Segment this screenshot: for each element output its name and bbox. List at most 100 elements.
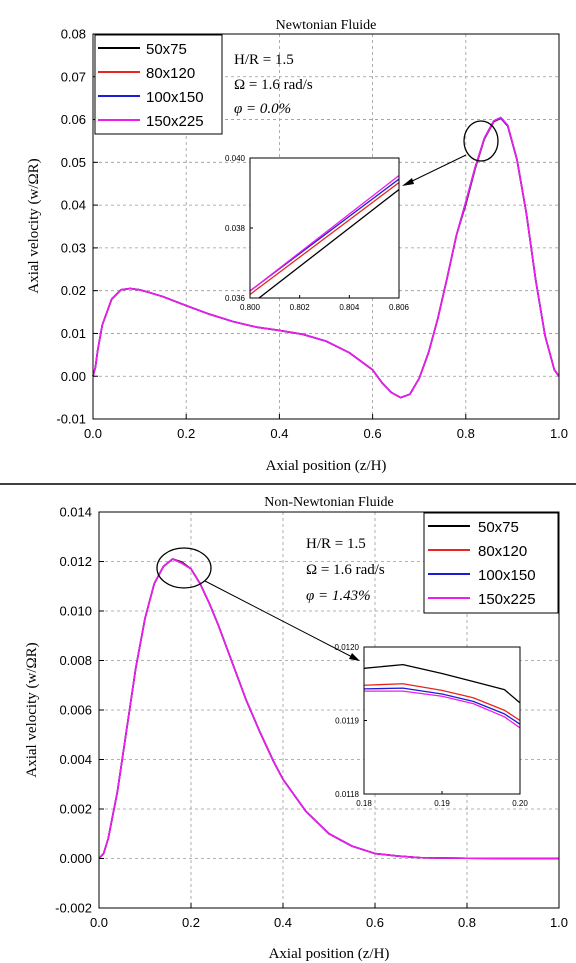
chart-2-inset-x-tick-label: 0.20	[512, 799, 528, 808]
chart-1-inset-y-tick-label: 0.040	[225, 154, 246, 163]
chart-2-zoom-arrowhead	[349, 653, 360, 661]
chart-2-y-tick-label: 0.004	[59, 752, 92, 767]
chart-2-inset: 0.18 0.19 0.20 0.0118 0.0119 0.0120	[335, 643, 529, 808]
chart-2-inset-background	[364, 647, 520, 794]
chart-2-y-tick-label: 0.012	[59, 554, 92, 569]
chart-2-x-tick-label: 0.2	[182, 915, 200, 930]
chart-1-inset-series-line-3	[250, 174, 399, 292]
chart-1-series-line-3	[92, 116, 560, 399]
chart-2-x-tick-label: 1.0	[550, 915, 568, 930]
chart-1-legend-box	[94, 34, 223, 135]
chart-1-inset-x-tick-label: 0.802	[290, 303, 311, 312]
chart-2-inset-ticks	[363, 646, 521, 795]
chart-2-legend: 50x75 80x120 100x150 150x225	[423, 512, 559, 614]
chart-1-annotation-phi: φ = 0.0%	[234, 101, 291, 117]
chart-1-inset-series-lines	[250, 174, 399, 298]
chart-1-y-tick-label: -0.01	[56, 412, 86, 427]
chart-1-inset-tick-labels: 0.800 0.802 0.804 0.806 0.036 0.038 0.040	[225, 154, 410, 312]
chart-1-inset: 0.800 0.802 0.804 0.806 0.036 0.038 0.040	[225, 154, 410, 312]
chart-1-inset-y-tick-label: 0.038	[225, 224, 246, 233]
chart-2-x-tick-label: 0.8	[458, 915, 476, 930]
chart-2-inset-y-tick-label: 0.0120	[335, 643, 360, 652]
chart-1-annotation-omega: Ω = 1.6 rad/s	[234, 77, 313, 93]
chart-2-y-tick-label: 0.014	[59, 505, 92, 520]
chart-2-x-tick-label: 0.6	[366, 915, 384, 930]
chart-1-y-tick-label: 0.06	[61, 112, 86, 127]
chart-1-legend-label-1: 80x120	[146, 65, 195, 82]
chart-1-zoom-arrowhead	[402, 178, 414, 186]
chart-1-series-lines	[92, 116, 560, 399]
chart-1-x-axis-label: Axial position (z/H)	[266, 458, 387, 474]
chart-1-inset-x-tick-label: 0.804	[339, 303, 360, 312]
chart-1-y-tick-label: 0.04	[61, 198, 86, 213]
chart-2-legend-label-1: 80x120	[478, 543, 527, 560]
chart-2-inset-series-line-2	[364, 687, 520, 725]
chart-2-series-line-3	[98, 558, 559, 860]
chart-1-legend-label-3: 150x225	[146, 113, 204, 130]
chart-2: 0.0 0.2 0.4 0.6 0.8 1.0 -0.002 0.000 0.002 0.004 0…	[24, 495, 568, 962]
chart-1-y-tick-label: 0.08	[61, 27, 86, 42]
chart-1-plot-frame	[92, 33, 560, 420]
chart-1-inset-x-tick-label: 0.806	[389, 303, 410, 312]
chart-1-zoom-highlight-ellipse	[463, 120, 499, 162]
chart-2-legend-label-0: 50x75	[478, 519, 519, 536]
chart-2-inset-series-line-0	[364, 663, 520, 704]
chart-2-inset-x-tick-label: 0.19	[434, 799, 450, 808]
chart-1-inset-series-line-0	[257, 188, 399, 298]
chart-2-inset-y-tick-label: 0.0119	[335, 716, 359, 725]
chart-2-y-tick-label: 0.000	[59, 851, 92, 866]
chart-2-inset-tick-labels: 0.18 0.19 0.20 0.0118 0.0119 0.0120	[335, 643, 529, 808]
chart-1-x-tick-label: 0.2	[177, 426, 195, 441]
chart-1-annotation-aspect: H/R = 1.5	[234, 52, 294, 68]
chart-1-inset-series-line-1	[250, 181, 399, 296]
chart-2-annotation-omega: Ω = 1.6 rad/s	[306, 562, 385, 578]
chart-1-legend-label-0: 50x75	[146, 41, 187, 58]
chart-2-ticks	[98, 511, 560, 909]
chart-2-y-axis-label: Axial velocity (w/ΩR)	[24, 642, 40, 777]
chart-1-x-tick-label: 0.0	[84, 426, 102, 441]
chart-2-tick-labels: 0.0 0.2 0.4 0.6 0.8 1.0 -0.002 0.000 0.002 0.004 0…	[55, 505, 568, 930]
chart-1: 0.0 0.2 0.4 0.6 0.8 1.0 -0.01 0.00 0.01 0.02 0.03 0…	[26, 18, 568, 474]
chart-2-legend-label-3: 150x225	[478, 591, 536, 608]
chart-2-y-tick-label: 0.006	[59, 703, 92, 718]
chart-1-inset-ticks	[249, 157, 400, 299]
chart-2-y-tick-label: 0.002	[59, 802, 92, 817]
chart-1-zoom-pointer-arrow	[403, 154, 467, 186]
chart-1-y-tick-label: 0.07	[61, 69, 86, 84]
chart-2-title: Non-Newtonian Fluide	[264, 495, 393, 510]
chart-2-legend-box	[423, 512, 559, 614]
chart-1-legend: 50x75 80x120 100x150 150x225	[94, 34, 223, 135]
chart-2-x-tick-label: 0.4	[274, 915, 292, 930]
chart-1-title: Newtonian Fluide	[276, 18, 377, 33]
chart-1-y-tick-label: 0.02	[61, 283, 86, 298]
chart-1-tick-labels: 0.0 0.2 0.4 0.6 0.8 1.0 -0.01 0.00 0.01 0.02 0.03 0…	[56, 27, 568, 441]
chart-2-grid	[99, 512, 559, 908]
chart-2-annotation-phi: φ = 1.43%	[306, 588, 371, 604]
chart-2-inset-series-line-3	[364, 690, 520, 729]
chart-2-annotation-aspect: H/R = 1.5	[306, 536, 366, 552]
chart-1-y-tick-label: 0.01	[61, 326, 86, 341]
chart-2-legend-label-2: 100x150	[478, 567, 536, 584]
chart-2-y-tick-label: 0.010	[59, 604, 92, 619]
chart-1-y-tick-label: 0.03	[61, 240, 86, 255]
chart-1-y-tick-label: 0.05	[61, 155, 86, 170]
chart-2-x-axis-label: Axial position (z/H)	[269, 946, 390, 962]
chart-2-inset-series-line-1	[364, 683, 520, 722]
chart-2-inset-y-tick-label: 0.0118	[335, 790, 359, 799]
chart-1-legend-label-2: 100x150	[146, 89, 204, 106]
chart-1-inset-y-tick-label: 0.036	[225, 294, 246, 303]
chart-1-y-tick-label: 0.00	[61, 369, 86, 384]
chart-2-x-tick-label: 0.0	[90, 915, 108, 930]
chart-2-y-tick-label: -0.002	[55, 901, 92, 916]
chart-2-zoom-highlight-ellipse	[156, 547, 212, 589]
chart-1-x-tick-label: 0.6	[364, 426, 382, 441]
chart-2-zoom-pointer-arrow	[204, 580, 359, 661]
chart-1-x-tick-label: 0.8	[457, 426, 475, 441]
chart-1-inset-x-tick-label: 0.800	[240, 303, 261, 312]
chart-2-series-lines	[98, 558, 559, 860]
chart-2-inset-x-tick-label: 0.18	[356, 799, 372, 808]
chart-1-inset-background	[250, 158, 399, 298]
chart-2-inset-series-lines	[364, 663, 520, 729]
chart-1-y-axis-label: Axial velocity (w/ΩR)	[26, 158, 42, 293]
